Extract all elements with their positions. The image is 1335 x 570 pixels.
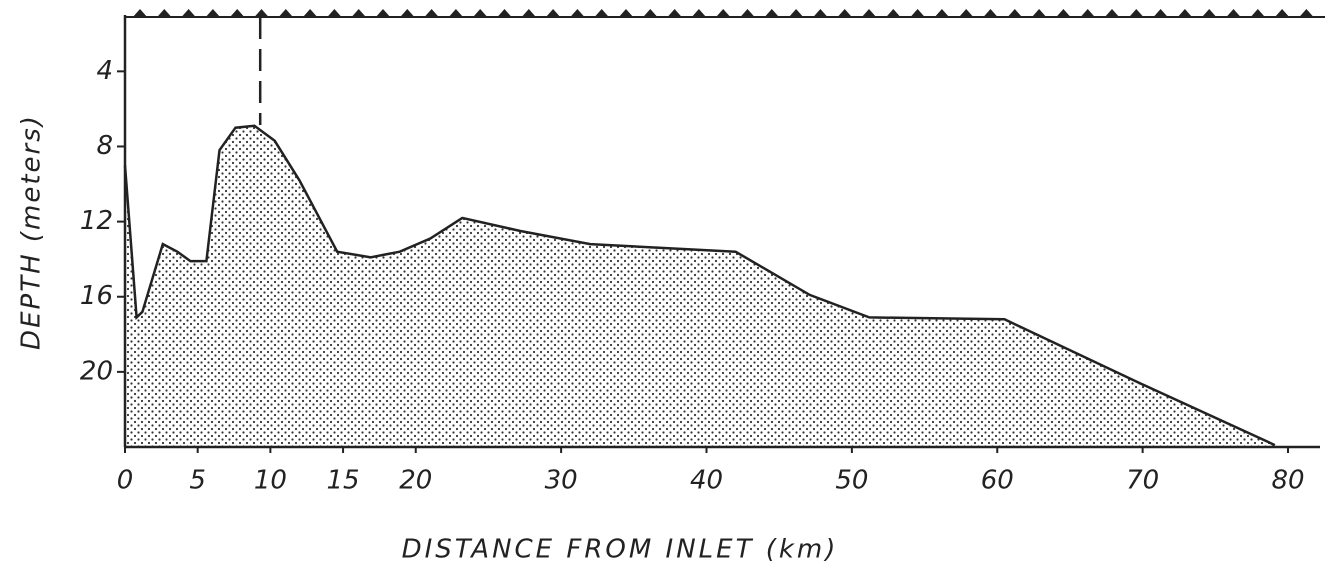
y-tick-label: 12 — [80, 206, 113, 236]
x-tick-label: 80 — [1271, 466, 1304, 496]
x-tick-label: 60 — [981, 466, 1014, 496]
x-tick-label: 20 — [399, 466, 432, 496]
y-axis-label: DEPTH (meters) — [17, 114, 47, 350]
x-tick-label: 0 — [117, 466, 134, 496]
y-tick-label: 16 — [80, 281, 113, 311]
x-tick-label: 50 — [835, 466, 868, 496]
area-fill — [125, 126, 1275, 447]
chart: DISTANCE FROM INLET (km) DEPTH (meters) … — [0, 0, 1335, 570]
x-tick-label: 5 — [189, 466, 206, 496]
x-tick-label: 15 — [327, 466, 360, 496]
x-tick-label: 10 — [254, 466, 287, 496]
x-axis-label: DISTANCE FROM INLET (km) — [402, 535, 839, 565]
x-tick-label: 30 — [545, 466, 578, 496]
y-tick-label: 20 — [80, 356, 113, 386]
x-tick-label: 40 — [690, 466, 723, 496]
y-tick-label: 8 — [96, 131, 113, 161]
x-tick-label: 70 — [1126, 466, 1159, 496]
y-tick-label: 4 — [96, 56, 113, 86]
